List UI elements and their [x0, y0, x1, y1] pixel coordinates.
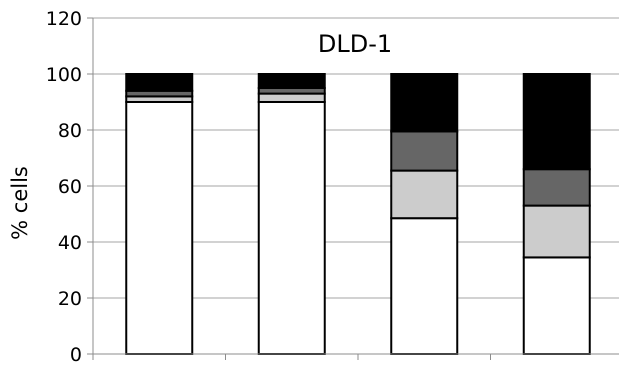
y-tick-label-80: 80	[58, 120, 82, 142]
bar-segment-2-1	[390, 169, 459, 220]
y-axis-title: % cells	[8, 166, 32, 240]
bar-segment-2-0	[390, 217, 459, 355]
y-tick-label-40: 40	[58, 232, 82, 254]
y-tick-label-0: 0	[70, 344, 82, 365]
bar-segment-0-3	[125, 73, 194, 92]
bar-segment-3-1	[522, 204, 591, 259]
bar-segment-1-0	[257, 101, 326, 355]
bar-segment-2-2	[390, 130, 459, 172]
y-tick-label-20: 20	[58, 288, 82, 310]
y-tick-label-120: 120	[46, 8, 82, 30]
bar-segment-1-1	[257, 92, 326, 103]
y-tick-label-100: 100	[46, 64, 82, 86]
bar-segment-0-0	[125, 101, 194, 355]
bar-segment-3-0	[522, 256, 591, 355]
y-tick-label-60: 60	[58, 176, 82, 198]
chart-title: DLD-1	[318, 30, 392, 58]
bar-segment-2-3	[390, 73, 459, 133]
axis-labels: 0 20 40 60 80 100 120	[46, 8, 82, 366]
bars	[125, 73, 591, 355]
bar-segment-3-3	[522, 73, 591, 171]
bar-segment-3-2	[522, 168, 591, 207]
bar-segment-1-3	[257, 73, 326, 89]
axes	[87, 17, 619, 360]
